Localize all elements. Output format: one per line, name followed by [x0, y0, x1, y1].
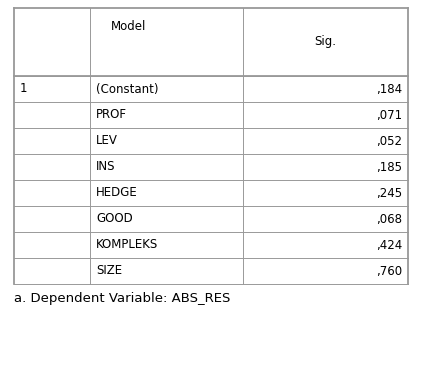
Text: HEDGE: HEDGE	[96, 187, 138, 199]
Text: ,245: ,245	[376, 187, 402, 199]
Text: ,052: ,052	[376, 134, 402, 147]
Text: ,184: ,184	[376, 82, 402, 96]
Text: ,424: ,424	[376, 239, 402, 251]
Text: Sig.: Sig.	[314, 36, 336, 49]
Text: KOMPLEKS: KOMPLEKS	[96, 239, 158, 251]
Text: 1: 1	[20, 82, 27, 96]
Text: ,068: ,068	[376, 213, 402, 225]
Text: (Constant): (Constant)	[96, 82, 159, 96]
Text: PROF: PROF	[96, 108, 127, 122]
Text: GOOD: GOOD	[96, 213, 133, 225]
Text: INS: INS	[96, 161, 116, 173]
Text: ,760: ,760	[376, 265, 402, 277]
Text: ,185: ,185	[376, 161, 402, 173]
Text: a. Dependent Variable: ABS_RES: a. Dependent Variable: ABS_RES	[14, 292, 230, 305]
Text: Model: Model	[111, 20, 146, 33]
Text: LEV: LEV	[96, 134, 118, 147]
Text: ,071: ,071	[376, 108, 402, 122]
Text: SIZE: SIZE	[96, 265, 122, 277]
